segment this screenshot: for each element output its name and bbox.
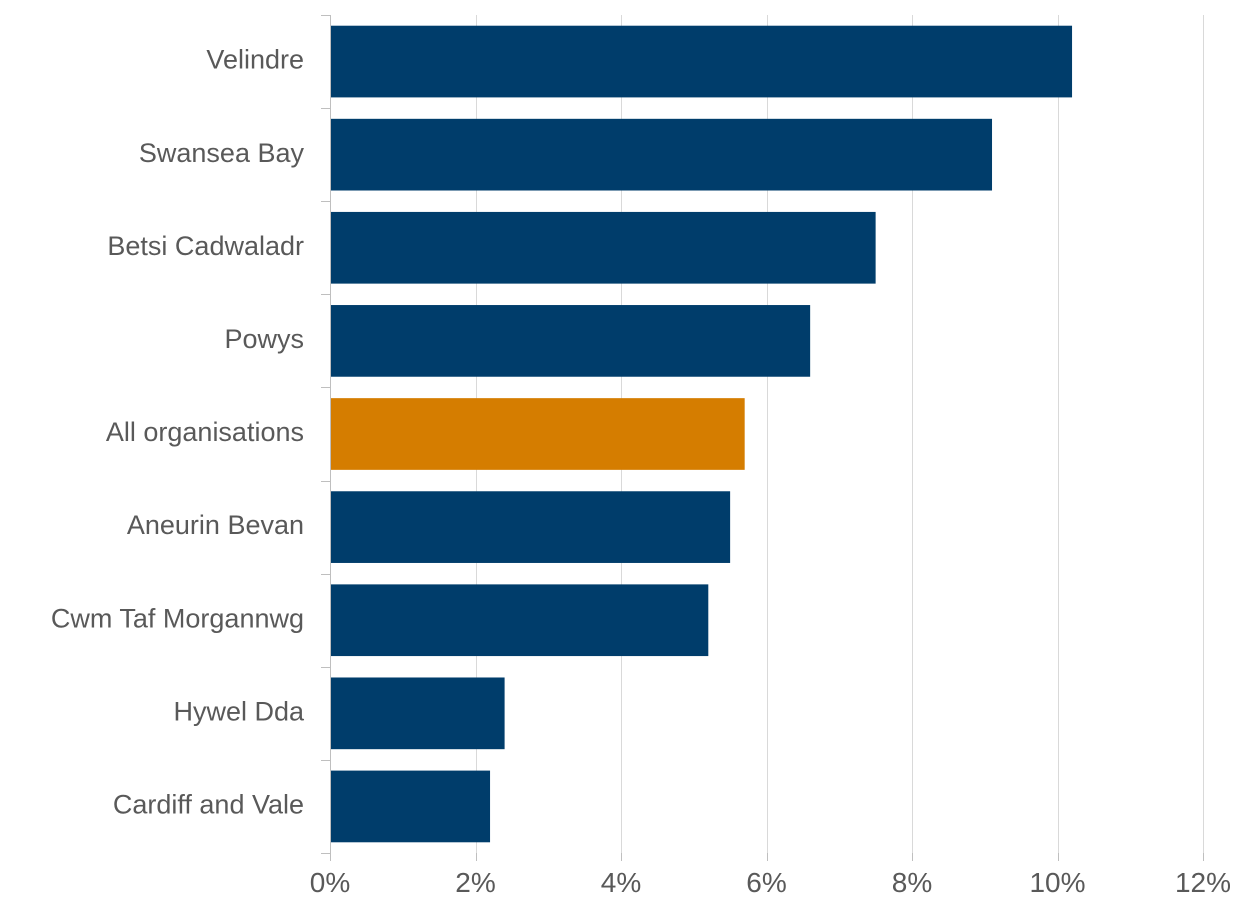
category-label: Powys [224,324,304,354]
x-tick-label: 12% [1175,867,1231,898]
axes [321,15,1204,861]
category-label: Cardiff and Vale [113,790,304,820]
bar-cwm-taf-morgannwg [330,584,709,657]
x-tick-label: 10% [1029,867,1085,898]
bar-velindre [330,25,1073,98]
bar-betsi-cadwaladr [330,211,876,284]
category-label: Aneurin Bevan [127,510,304,540]
bars [330,25,1073,843]
x-tick-label: 8% [892,867,932,898]
labels: Velindre Swansea Bay Betsi Cadwaladr Powys A… [51,45,1231,898]
category-label: Betsi Cadwaladr [107,231,304,261]
bar-all-organisations [330,398,745,470]
category-label: Swansea Bay [139,138,305,168]
category-label: All organisations [106,417,304,447]
category-label: Cwm Taf Morgannwg [51,603,304,633]
x-tick-label: 4% [601,867,641,898]
bar-powys [330,305,811,377]
bar-aneurin-bevan [330,491,731,563]
x-tick-label: 0% [310,867,350,898]
category-label: Hywel Dda [173,696,305,726]
x-tick-label: 6% [746,867,786,898]
category-label: Velindre [206,45,304,75]
bar-cardiff-and-vale [330,770,491,843]
x-tick-label: 2% [455,867,495,898]
bar-swansea-bay [330,118,993,191]
bar-hywel-dda [330,677,505,750]
